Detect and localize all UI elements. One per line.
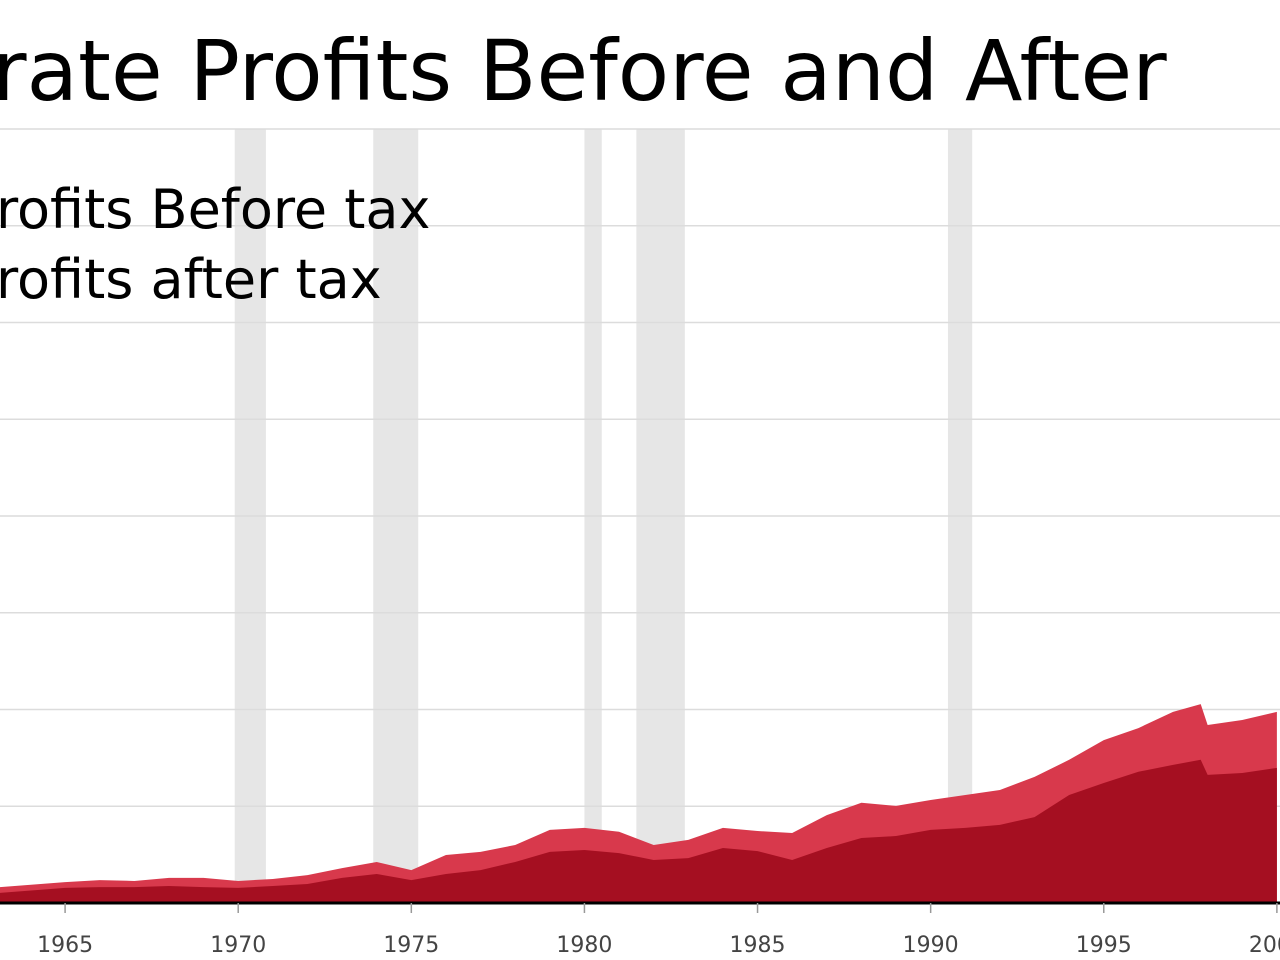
x-tick-label: 1975 — [383, 933, 439, 958]
x-tick-label: 1990 — [903, 933, 959, 958]
area — [0, 759, 1277, 903]
x-tick-label: 1980 — [556, 933, 612, 958]
legend-label: rofits Before tax — [0, 178, 430, 241]
x-tick-label: 1995 — [1076, 933, 1132, 958]
x-tick-label: 1985 — [730, 933, 786, 958]
x-tick-label: 1965 — [37, 933, 93, 958]
legend-label: rofits after tax — [0, 248, 382, 311]
x-tick-label: 1970 — [210, 933, 266, 958]
chart-title: rate Profits Before and After — [0, 22, 1167, 120]
x-tick-label: 2000 — [1249, 933, 1280, 958]
